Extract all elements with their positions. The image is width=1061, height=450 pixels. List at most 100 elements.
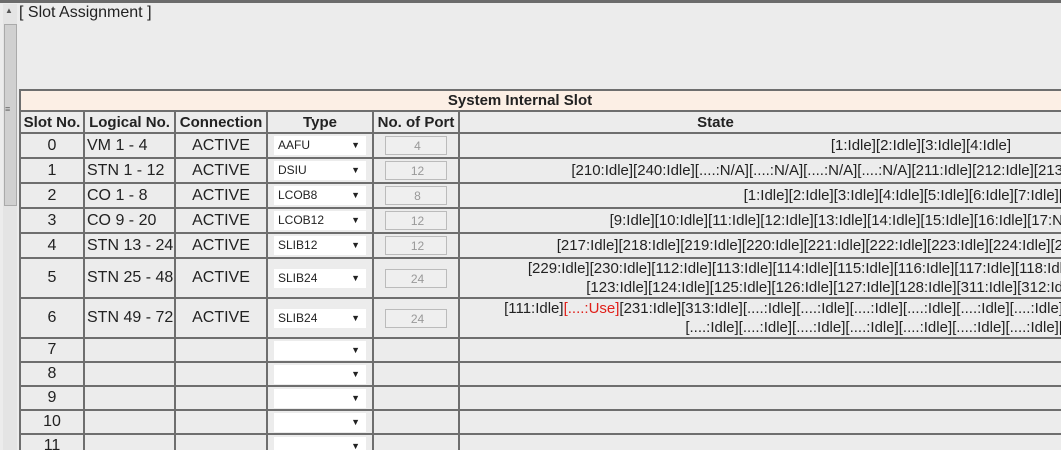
connection: ACTIVE <box>174 157 268 184</box>
slot-no: 5 <box>19 257 85 299</box>
state-in-use: [....:Use] <box>563 300 620 317</box>
no-of-port-input: 12 <box>385 211 447 230</box>
state-cell <box>458 361 1061 387</box>
connection <box>174 409 268 435</box>
scrollbar-thumb[interactable] <box>4 24 17 206</box>
table-row: 5 STN 25 - 48 ACTIVE SLIB24 ▼ 24 [229:Idle][23… <box>19 257 1061 299</box>
connection: ACTIVE <box>174 207 268 234</box>
port-cell: 24 <box>372 297 460 339</box>
connection: ACTIVE <box>174 182 268 209</box>
type-value: DSIU <box>278 163 307 177</box>
chevron-down-icon: ▼ <box>351 440 360 450</box>
chevron-down-icon: ▼ <box>351 416 360 427</box>
slot-no: 8 <box>19 361 85 387</box>
slot-table-container: System Internal Slot Slot No. Logical No… <box>19 89 1061 450</box>
connection: ACTIVE <box>174 132 268 159</box>
state-line: [1:Idle][2:Idle][3:Idle][4:Idle][5:Idle]… <box>743 187 1061 204</box>
table-row: 6 STN 49 - 72 ACTIVE SLIB24 ▼ 24 [111:Idle][..… <box>19 297 1061 339</box>
group-header: System Internal Slot <box>19 89 1061 112</box>
type-cell: ▼ <box>266 409 374 435</box>
port-cell <box>372 361 460 387</box>
port-cell <box>372 409 460 435</box>
table-row: 11 ▼ <box>19 433 1061 450</box>
no-of-port-input: 12 <box>385 236 447 255</box>
chevron-down-icon: ▼ <box>351 215 360 225</box>
no-of-port-input: 4 <box>385 136 447 155</box>
type-select[interactable]: ▼ <box>274 412 366 432</box>
table-row: 10 ▼ <box>19 409 1061 435</box>
type-select[interactable]: AAFU ▼ <box>274 136 366 155</box>
chevron-down-icon: ▼ <box>351 272 360 283</box>
col-type: Type <box>266 110 374 134</box>
scroll-up-arrow-icon[interactable]: ▲ <box>5 6 13 15</box>
type-cell: AAFU ▼ <box>266 132 374 159</box>
type-select[interactable]: LCOB12 ▼ <box>274 211 366 230</box>
type-value: SLIB12 <box>278 238 318 252</box>
type-cell: LCOB12 ▼ <box>266 207 374 234</box>
state-text: [231:Idle][313:Idle][....:Idle][....:Idl… <box>619 300 1061 317</box>
port-cell: 8 <box>372 182 460 209</box>
col-connection: Connection <box>174 110 268 134</box>
connection <box>174 361 268 387</box>
state-cell <box>458 337 1061 363</box>
port-cell <box>372 433 460 450</box>
type-select[interactable]: SLIB24 ▼ <box>274 268 366 288</box>
slot-no: 3 <box>19 207 85 234</box>
slot-no: 9 <box>19 385 85 411</box>
type-value: AAFU <box>278 138 311 152</box>
type-select[interactable]: ▼ <box>274 340 366 360</box>
chevron-down-icon: ▼ <box>351 312 360 323</box>
state-text: [111:Idle] <box>504 300 564 317</box>
type-cell: ▼ <box>266 385 374 411</box>
col-slot-no: Slot No. <box>19 110 85 134</box>
table-row: 7 ▼ <box>19 337 1061 363</box>
port-cell: 12 <box>372 157 460 184</box>
type-select[interactable]: SLIB12 ▼ <box>274 236 366 255</box>
state-cell: [9:Idle][10:Idle][11:Idle][12:Idle][13:I… <box>458 207 1061 234</box>
state-cell <box>458 409 1061 435</box>
logical-no: STN 25 - 48 <box>83 257 176 299</box>
type-cell: ▼ <box>266 337 374 363</box>
chevron-down-icon: ▼ <box>351 240 360 250</box>
port-cell: 4 <box>372 132 460 159</box>
state-cell: [210:Idle][240:Idle][....:N/A][....:N/A]… <box>458 157 1061 184</box>
type-select[interactable]: DSIU ▼ <box>274 161 366 180</box>
no-of-port-input: 12 <box>385 161 447 180</box>
vertical-scrollbar[interactable]: ▲ ≡ <box>3 4 17 450</box>
slot-no: 7 <box>19 337 85 363</box>
type-value: LCOB8 <box>278 188 318 202</box>
table-row: 1 STN 1 - 12 ACTIVE DSIU ▼ 12 [210:Idle][240:I… <box>19 157 1061 184</box>
type-select[interactable]: ▼ <box>274 388 366 408</box>
slot-assignment-table: System Internal Slot Slot No. Logical No… <box>19 89 1061 450</box>
slot-no: 0 <box>19 132 85 159</box>
no-of-port-input: 8 <box>385 186 447 205</box>
type-cell: ▼ <box>266 361 374 387</box>
state-line: [210:Idle][240:Idle][....:N/A][....:N/A]… <box>571 162 1061 179</box>
logical-no <box>83 361 176 387</box>
chevron-down-icon: ▼ <box>351 368 360 379</box>
type-select[interactable]: SLIB24 ▼ <box>274 308 366 328</box>
port-cell <box>372 385 460 411</box>
no-of-port-input: 24 <box>385 308 447 328</box>
port-cell <box>372 337 460 363</box>
type-select[interactable]: LCOB8 ▼ <box>274 186 366 205</box>
logical-no <box>83 433 176 450</box>
port-cell: 12 <box>372 207 460 234</box>
logical-no: STN 13 - 24 <box>83 232 176 259</box>
state-line: [217:Idle][218:Idle][219:Idle][220:Idle]… <box>556 237 1061 254</box>
slot-no: 10 <box>19 409 85 435</box>
chevron-down-icon: ▼ <box>351 140 360 150</box>
logical-no <box>83 337 176 363</box>
type-cell: ▼ <box>266 433 374 450</box>
chevron-down-icon: ▼ <box>351 165 360 175</box>
state-line: [123:Idle][124:Idle][125:Idle][126:Idle]… <box>586 279 1061 296</box>
section-title: [ Slot Assignment ] <box>19 4 152 21</box>
type-select[interactable]: ▼ <box>274 364 366 384</box>
type-select[interactable]: ▼ <box>274 436 366 450</box>
table-row: 3 CO 9 - 20 ACTIVE LCOB12 ▼ 12 [9:Idle][10:Idl… <box>19 207 1061 234</box>
slot-no: 1 <box>19 157 85 184</box>
connection <box>174 433 268 450</box>
table-row: 2 CO 1 - 8 ACTIVE LCOB8 ▼ 8 [1:Idle][2:Idle][3… <box>19 182 1061 209</box>
type-cell: LCOB8 ▼ <box>266 182 374 209</box>
slot-no: 6 <box>19 297 85 339</box>
